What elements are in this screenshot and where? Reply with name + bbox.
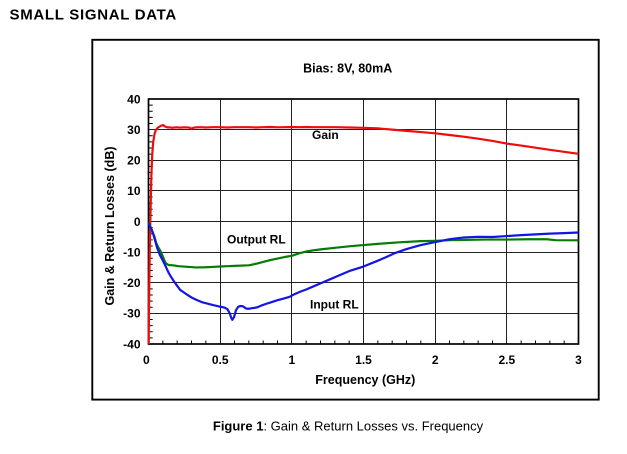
svg-text:0: 0 — [143, 353, 150, 367]
svg-text:1: 1 — [288, 353, 295, 367]
svg-text:10: 10 — [127, 184, 141, 198]
svg-text:2.5: 2.5 — [498, 353, 515, 367]
svg-text:Gain & Return Losses (dB): Gain & Return Losses (dB) — [103, 146, 117, 305]
svg-text:1.5: 1.5 — [355, 353, 372, 367]
svg-text:Gain: Gain — [312, 128, 339, 142]
svg-text:30: 30 — [127, 123, 141, 137]
svg-text:20: 20 — [127, 154, 141, 168]
svg-text:-20: -20 — [123, 276, 141, 290]
svg-text:Input RL: Input RL — [310, 298, 359, 312]
svg-text:Figure 1: Gain & Return Losses: Figure 1: Gain & Return Losses vs. Frequ… — [213, 418, 484, 433]
svg-text:Frequency (GHz): Frequency (GHz) — [315, 373, 415, 387]
svg-text:-30: -30 — [123, 307, 141, 321]
svg-text:Output RL: Output RL — [227, 233, 286, 247]
svg-text:-10: -10 — [123, 245, 141, 259]
svg-text:SMALL SIGNAL DATA: SMALL SIGNAL DATA — [10, 7, 177, 24]
svg-text:3: 3 — [575, 353, 582, 367]
svg-text:40: 40 — [127, 92, 141, 106]
svg-text:-40: -40 — [123, 337, 141, 351]
svg-text:Bias: 8V, 80mA: Bias: 8V, 80mA — [303, 62, 392, 76]
svg-text:0: 0 — [134, 215, 141, 229]
svg-text:2: 2 — [432, 353, 439, 367]
svg-text:0.5: 0.5 — [212, 353, 229, 367]
